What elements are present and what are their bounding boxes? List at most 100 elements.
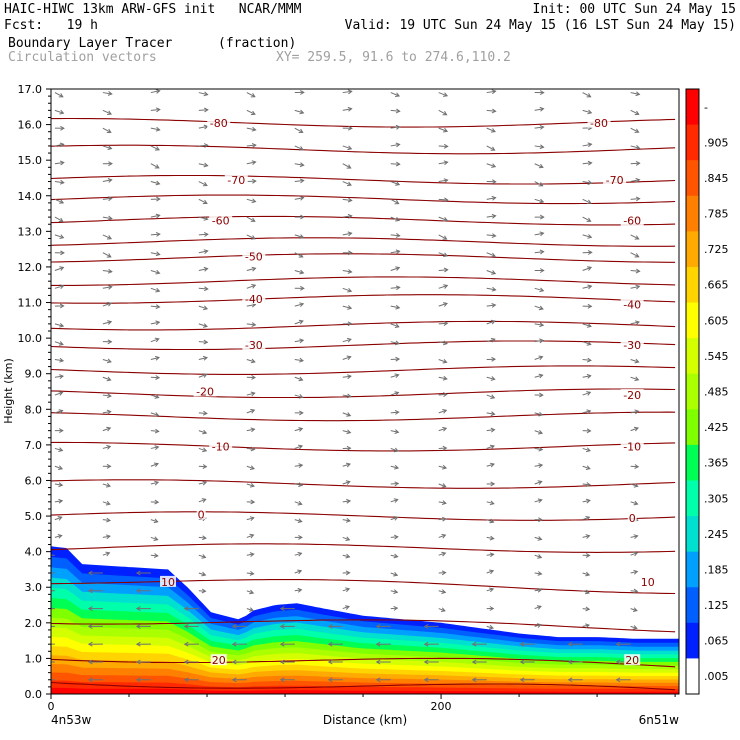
vector-arrowhead bbox=[442, 445, 448, 451]
vector-shaft bbox=[342, 463, 351, 467]
vector-shaft bbox=[102, 411, 111, 414]
vector-arrowhead bbox=[442, 409, 448, 414]
tracer-field bbox=[51, 546, 679, 694]
vector-arrowhead bbox=[107, 284, 113, 290]
vector-arrowhead bbox=[345, 553, 351, 559]
vector-arrowhead bbox=[41, 571, 45, 575]
vector-shaft bbox=[582, 375, 591, 378]
vector-shaft bbox=[198, 357, 208, 360]
vector-arrowhead bbox=[395, 142, 401, 148]
vector-shaft bbox=[102, 216, 112, 220]
vector-shaft bbox=[390, 465, 399, 469]
vector-arrowhead bbox=[346, 412, 352, 417]
vector-shaft bbox=[630, 625, 637, 629]
vector-arrowhead bbox=[327, 623, 333, 629]
vector-shaft bbox=[294, 501, 302, 505]
vector-arrowhead bbox=[297, 518, 303, 523]
vector-arrowhead bbox=[203, 266, 209, 272]
vector-shaft bbox=[54, 198, 64, 204]
vector-shaft bbox=[390, 516, 398, 521]
vector-shaft bbox=[342, 338, 352, 343]
vector-arrowhead bbox=[443, 143, 449, 149]
vector-shaft bbox=[630, 376, 639, 381]
vector-arrowhead bbox=[567, 659, 573, 665]
vector-arrowhead bbox=[491, 303, 497, 308]
colorbar-swatch bbox=[686, 444, 699, 481]
vector-arrowhead bbox=[443, 92, 449, 97]
vector-shaft bbox=[294, 552, 302, 556]
vector-arrowhead bbox=[107, 178, 113, 183]
vector-arrowhead bbox=[538, 182, 544, 187]
vector-arrowhead bbox=[441, 570, 447, 576]
vector-arrowhead bbox=[87, 641, 93, 647]
vector-arrowhead bbox=[443, 252, 449, 257]
vector-shaft bbox=[198, 109, 208, 111]
vector-arrowhead bbox=[299, 234, 305, 239]
vector-arrowhead bbox=[441, 589, 447, 594]
vector-shaft bbox=[198, 373, 207, 378]
vector-arrowhead bbox=[394, 323, 400, 328]
vector-arrowhead bbox=[491, 286, 497, 292]
vector-arrowhead bbox=[154, 337, 160, 343]
vector-shaft bbox=[390, 499, 398, 503]
vector-shaft bbox=[630, 179, 640, 183]
vector-arrowhead bbox=[87, 659, 93, 665]
vector-shaft bbox=[486, 625, 494, 629]
vector-arrowhead bbox=[347, 145, 353, 151]
colorbar-label: .545 bbox=[704, 350, 729, 363]
vector-arrowhead bbox=[155, 126, 161, 132]
vector-arrowhead bbox=[279, 606, 285, 612]
vector-shaft bbox=[246, 590, 254, 594]
vector-arrowhead bbox=[250, 217, 256, 222]
vector-shaft bbox=[102, 519, 111, 521]
vector-shaft bbox=[486, 90, 496, 94]
vector-shaft bbox=[246, 323, 256, 326]
vector-arrowhead bbox=[155, 89, 161, 94]
vector-arrowhead bbox=[489, 552, 495, 558]
vector-arrowhead bbox=[586, 373, 592, 379]
colorbar-swatch bbox=[686, 409, 699, 446]
vector-arrowhead bbox=[519, 641, 525, 647]
vector-shaft bbox=[342, 554, 350, 558]
colorbar-label: .245 bbox=[704, 528, 729, 541]
vector-arrowhead bbox=[346, 181, 352, 187]
vector-shaft bbox=[534, 605, 542, 610]
vector-arrowhead bbox=[393, 447, 399, 453]
vector-shaft bbox=[294, 180, 304, 183]
y-tick-label: 9.0 bbox=[25, 368, 43, 381]
vector-arrowhead bbox=[539, 338, 545, 344]
colorbar-label: .125 bbox=[704, 599, 729, 612]
colorbar-swatch bbox=[686, 658, 699, 695]
vector-shaft bbox=[150, 481, 159, 485]
vector-arrowhead bbox=[251, 266, 257, 272]
vector-arrowhead bbox=[536, 623, 542, 628]
vector-arrowhead bbox=[585, 447, 591, 453]
vector-arrowhead bbox=[394, 429, 400, 434]
temperature-contour-line bbox=[51, 441, 676, 452]
vector-arrowhead bbox=[154, 499, 160, 505]
vector-shaft bbox=[438, 501, 447, 504]
vector-shaft bbox=[390, 92, 400, 97]
vector-arrowhead bbox=[58, 428, 64, 434]
vector-arrowhead bbox=[203, 143, 209, 148]
vector-arrowhead bbox=[87, 677, 93, 683]
vector-shaft bbox=[150, 305, 160, 308]
vector-shaft bbox=[342, 90, 352, 94]
vector-shaft bbox=[246, 392, 255, 396]
vector-arrowhead bbox=[58, 341, 64, 346]
y-tick-label: 7.0 bbox=[25, 439, 43, 452]
vector-shaft bbox=[438, 161, 448, 165]
vector-shaft bbox=[534, 323, 544, 326]
vector-arrowhead bbox=[538, 517, 543, 523]
vector-shaft bbox=[342, 270, 352, 273]
vector-arrowhead bbox=[395, 216, 401, 222]
vector-arrowhead bbox=[346, 445, 352, 451]
vector-arrowhead bbox=[635, 268, 641, 274]
vector-arrowhead bbox=[249, 589, 255, 595]
vector-arrowhead bbox=[537, 498, 543, 504]
vector-arrowhead bbox=[537, 480, 543, 485]
vector-shaft bbox=[438, 393, 447, 396]
vector-arrowhead bbox=[395, 181, 401, 186]
vector-shaft bbox=[198, 554, 206, 558]
